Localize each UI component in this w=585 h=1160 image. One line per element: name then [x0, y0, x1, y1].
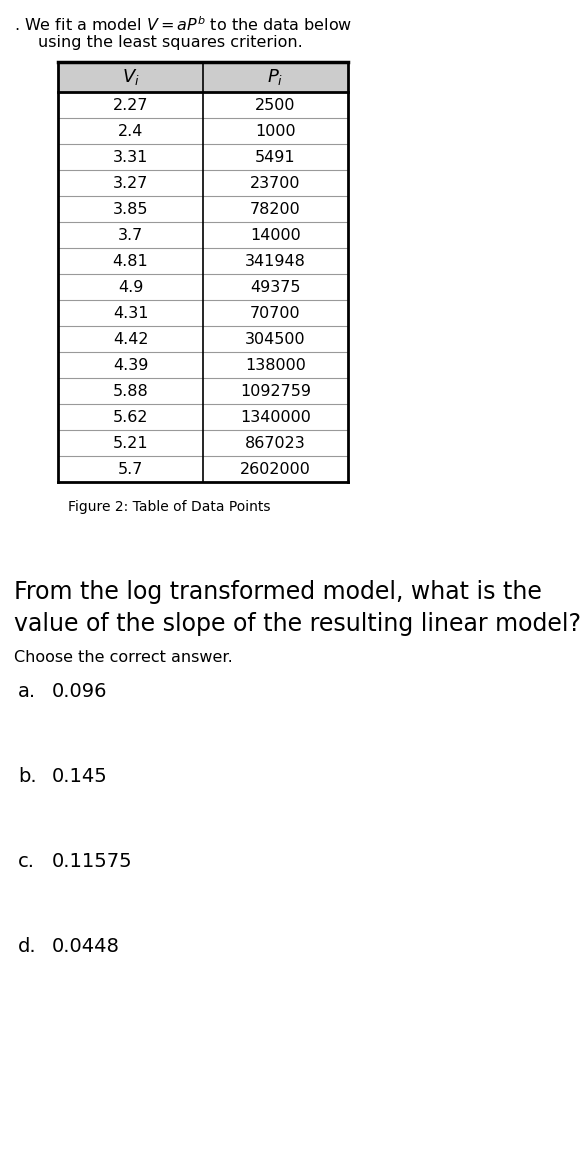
Text: 4.31: 4.31: [113, 305, 148, 320]
Text: 70700: 70700: [250, 305, 301, 320]
Text: 5.7: 5.7: [118, 462, 143, 477]
Text: 2602000: 2602000: [240, 462, 311, 477]
Text: 3.85: 3.85: [113, 202, 148, 217]
Text: 5.88: 5.88: [113, 384, 149, 399]
Text: 5491: 5491: [255, 150, 296, 165]
Text: 4.9: 4.9: [118, 280, 143, 295]
Text: b.: b.: [18, 767, 37, 786]
Text: 2500: 2500: [255, 97, 296, 113]
Text: 0.145: 0.145: [52, 767, 108, 786]
Text: 49375: 49375: [250, 280, 301, 295]
Text: 1092759: 1092759: [240, 384, 311, 399]
Text: 1000: 1000: [255, 123, 296, 138]
Text: 2.4: 2.4: [118, 123, 143, 138]
Text: $V_i$: $V_i$: [122, 67, 139, 87]
Text: 3.31: 3.31: [113, 150, 148, 165]
Text: . We fit a model $V = aP^{b}$ to the data below: . We fit a model $V = aP^{b}$ to the dat…: [14, 15, 352, 34]
Text: using the least squares criterion.: using the least squares criterion.: [38, 35, 303, 50]
Text: 1340000: 1340000: [240, 409, 311, 425]
Text: 341948: 341948: [245, 254, 306, 268]
Text: 23700: 23700: [250, 175, 301, 190]
Text: 138000: 138000: [245, 357, 306, 372]
Text: 5.62: 5.62: [113, 409, 148, 425]
Text: 0.096: 0.096: [52, 682, 108, 701]
Text: 304500: 304500: [245, 332, 306, 347]
Bar: [58, 61, 348, 92]
Text: 78200: 78200: [250, 202, 301, 217]
Text: 4.42: 4.42: [113, 332, 148, 347]
Text: 2.27: 2.27: [113, 97, 148, 113]
Text: 5.21: 5.21: [113, 435, 149, 450]
Text: 14000: 14000: [250, 227, 301, 242]
Text: value of the slope of the resulting linear model?: value of the slope of the resulting line…: [14, 612, 581, 636]
Text: 3.7: 3.7: [118, 227, 143, 242]
Text: Choose the correct answer.: Choose the correct answer.: [14, 650, 233, 665]
Text: Figure 2: Table of Data Points: Figure 2: Table of Data Points: [68, 500, 270, 514]
Text: 867023: 867023: [245, 435, 306, 450]
Text: 3.27: 3.27: [113, 175, 148, 190]
Text: c.: c.: [18, 851, 35, 871]
Text: From the log transformed model, what is the: From the log transformed model, what is …: [14, 580, 542, 604]
Text: d.: d.: [18, 937, 37, 956]
Text: a.: a.: [18, 682, 36, 701]
Text: $P_i$: $P_i$: [267, 67, 284, 87]
Text: 4.81: 4.81: [113, 254, 149, 268]
Text: 0.0448: 0.0448: [52, 937, 120, 956]
Text: 0.11575: 0.11575: [52, 851, 133, 871]
Text: 4.39: 4.39: [113, 357, 148, 372]
